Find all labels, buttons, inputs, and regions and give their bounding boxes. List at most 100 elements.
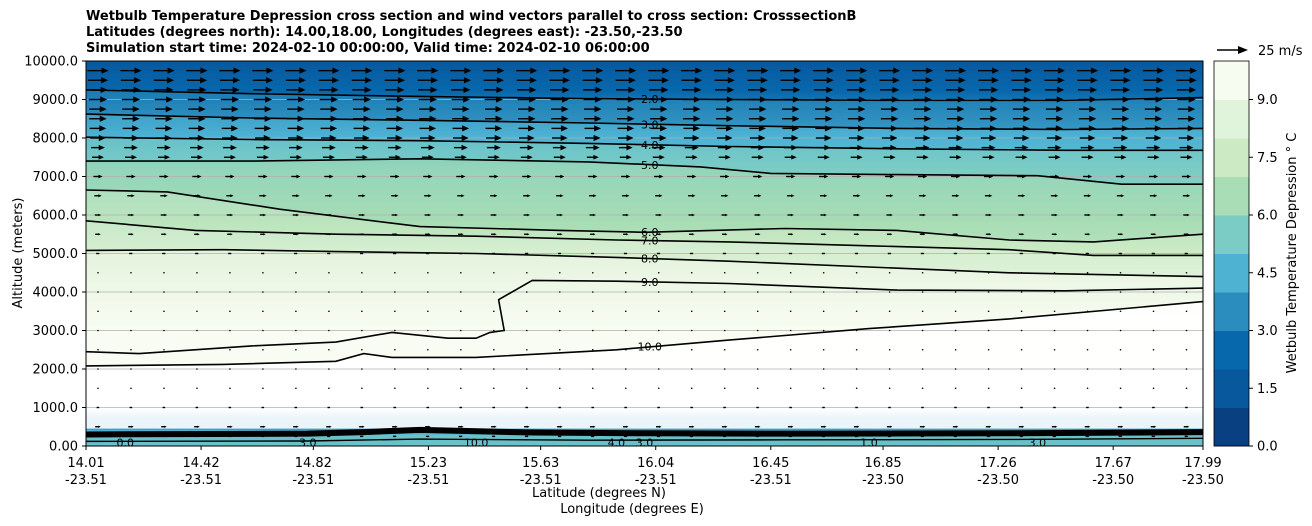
wind-vector — [979, 105, 998, 113]
wind-vector-head — [860, 67, 868, 74]
wind-vector-head — [790, 425, 794, 428]
wind-vector — [394, 348, 396, 351]
wind-vector — [822, 406, 826, 409]
wind-vector — [555, 174, 565, 179]
wind-vector — [90, 134, 106, 142]
wind-vector-head — [989, 174, 994, 179]
wind-vector-head — [233, 77, 241, 84]
wind-vector — [590, 252, 595, 255]
wind-vector-head — [659, 154, 665, 160]
wind-vector-head — [131, 144, 138, 151]
wind-vector — [583, 86, 603, 94]
wind-vector — [557, 233, 563, 236]
wind-vector-head — [559, 435, 562, 438]
wind-vector-head — [1186, 406, 1188, 409]
wind-vector-head — [629, 67, 637, 74]
wind-vector — [492, 406, 496, 409]
wind-vector — [221, 125, 239, 132]
contour-band-5.0-6.0 — [86, 158, 1203, 242]
wind-vector — [682, 105, 701, 113]
wind-vector — [787, 194, 795, 198]
wind-vector — [97, 368, 99, 370]
wind-vector-head — [263, 134, 271, 142]
wind-vector — [558, 406, 562, 409]
wind-vector-head — [922, 194, 927, 198]
wind-vector-head — [924, 105, 932, 113]
wind-vector — [358, 194, 366, 198]
wind-vector — [690, 348, 693, 351]
wind-vector — [848, 134, 865, 142]
wind-vector-head — [527, 154, 533, 160]
wind-vector — [153, 67, 175, 74]
wind-vector-head — [1121, 134, 1129, 142]
wind-vector — [921, 387, 924, 390]
wind-vector-head — [197, 213, 201, 217]
wind-vector — [723, 406, 727, 409]
wind-vector-head — [494, 213, 498, 217]
y-tick-label: 8000.0 — [33, 132, 79, 147]
wind-vector — [262, 291, 264, 293]
wind-vector — [885, 174, 895, 179]
wind-vector — [720, 174, 730, 179]
colorbar-segment — [1214, 272, 1249, 293]
wind-vector — [260, 425, 266, 428]
colorbar-segment — [1214, 176, 1249, 197]
colorbar-segment — [1214, 99, 1249, 120]
wind-vector — [954, 368, 957, 370]
wind-vector — [886, 425, 893, 428]
colorbar-segment — [1214, 292, 1249, 312]
wind-vector-head — [1120, 435, 1123, 438]
wind-vector — [122, 105, 140, 113]
wind-vector-head — [101, 67, 109, 74]
wind-vector — [749, 134, 766, 142]
wind-vector-head — [1120, 252, 1123, 255]
surface-contour-label: 0.0 — [117, 436, 135, 449]
wind-vector — [855, 406, 859, 409]
wind-vector — [657, 271, 660, 274]
wind-vector — [556, 194, 564, 198]
wind-vector — [1185, 310, 1188, 313]
wind-vector — [786, 174, 796, 179]
wind-vector — [987, 368, 990, 370]
wind-vector-head — [922, 213, 926, 217]
wind-vector-head — [1089, 105, 1097, 113]
wind-vector-head — [1188, 105, 1196, 113]
wind-vector — [914, 134, 931, 142]
wind-vector-head — [856, 252, 859, 255]
wind-vector — [418, 96, 438, 103]
wind-vector — [655, 425, 662, 428]
wind-vector-head — [397, 96, 405, 103]
wind-vector-head — [428, 134, 436, 142]
wind-vector — [751, 154, 764, 160]
wind-vector — [1052, 435, 1057, 438]
wind-vector-head — [395, 194, 399, 198]
wind-vector-head — [1054, 406, 1056, 409]
wind-vector-head — [397, 86, 405, 94]
wind-vector — [1151, 252, 1156, 255]
wind-vector-head — [495, 115, 503, 122]
wind-vector-head — [1190, 67, 1198, 74]
wind-vector-head — [1089, 115, 1097, 122]
wind-vector-head — [595, 86, 603, 94]
wind-vector-head — [724, 233, 728, 236]
wind-vector — [1014, 144, 1029, 151]
wind-vector — [261, 406, 265, 409]
wind-vector-head — [331, 86, 339, 94]
wind-vector-head — [526, 406, 529, 409]
wind-vector — [524, 435, 529, 438]
wind-vector — [293, 233, 299, 236]
plot-area: 2.03.04.05.06.07.08.09.010.00.0 3.0 10.0 4.… — [85, 60, 1204, 449]
wind-vector-head — [134, 77, 142, 84]
wind-vector-head — [232, 96, 240, 103]
wind-vector — [715, 115, 734, 122]
wind-vector-head — [726, 105, 734, 113]
wind-vector-head — [627, 125, 635, 132]
wind-vector — [553, 154, 566, 160]
wind-vector-head — [661, 77, 669, 84]
wind-vector — [156, 134, 172, 142]
wind-vector — [295, 310, 297, 313]
wind-vector — [750, 144, 765, 151]
wind-vector — [879, 67, 901, 74]
wind-vector — [227, 233, 233, 236]
wind-vector-head — [131, 213, 135, 217]
